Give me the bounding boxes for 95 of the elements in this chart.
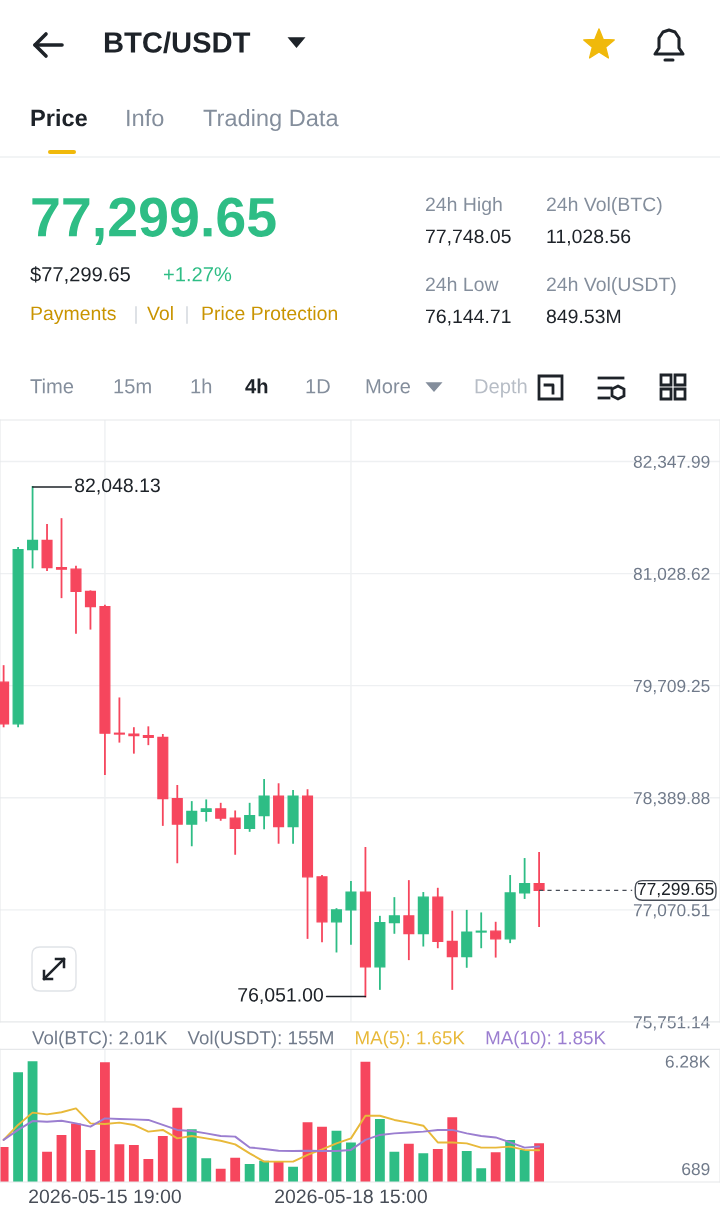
y-tick-label: 81,028.62 xyxy=(633,567,710,583)
candlestick xyxy=(84,590,96,630)
y-tick-label: 82,347.99 xyxy=(633,455,710,470)
candlestick xyxy=(345,880,357,945)
bar xyxy=(114,1144,125,1182)
bar xyxy=(346,1142,356,1182)
bar xyxy=(490,1152,501,1182)
bar xyxy=(230,1157,241,1182)
bar xyxy=(244,1163,255,1182)
bar xyxy=(259,1160,270,1182)
text: Depth xyxy=(475,378,527,398)
bar xyxy=(100,1062,110,1182)
y-tick-label: 79,709.25 xyxy=(633,679,710,695)
candlestick xyxy=(27,486,39,569)
text: Vol(USDT): 155M xyxy=(187,1030,333,1049)
x-tick-label: 2026-05-18 15:00 xyxy=(275,1189,427,1204)
candlestick xyxy=(490,921,502,958)
candlestick xyxy=(388,897,400,934)
bar xyxy=(418,1153,429,1182)
bar xyxy=(403,1143,414,1182)
y-tick-label: 75,751.14 xyxy=(633,1016,710,1031)
text: MA(10): 1.85K xyxy=(486,1030,606,1049)
bar xyxy=(128,1144,139,1182)
chart-title: BTC/USDT xyxy=(104,31,251,54)
candlestick xyxy=(446,910,458,990)
candlestick xyxy=(258,779,270,830)
text: 24h Vol(USDT) xyxy=(546,276,676,296)
candlestick xyxy=(475,912,487,949)
bar xyxy=(519,1149,530,1182)
annotation: 82,048.13 xyxy=(75,478,160,495)
bar xyxy=(13,1072,24,1182)
candlestick xyxy=(403,880,415,961)
text: 1h xyxy=(191,378,212,394)
text: 24h High xyxy=(425,196,502,216)
y-tick-label: 77,070.51 xyxy=(633,904,710,919)
text: Vol(BTC): 2.01K xyxy=(32,1030,168,1049)
y-tick-label: 78,389.88 xyxy=(633,791,710,807)
candlestick xyxy=(113,697,125,743)
candlestick xyxy=(128,727,140,754)
bar xyxy=(317,1126,327,1182)
text: 4h xyxy=(245,378,268,394)
bar xyxy=(432,1148,443,1182)
text: More xyxy=(366,379,410,394)
bar xyxy=(71,1123,81,1182)
text: 77,748.05 xyxy=(426,229,511,246)
bar xyxy=(389,1151,400,1182)
text: Info xyxy=(127,109,164,127)
text: MA(5): 1.65K xyxy=(356,1030,465,1049)
candlestick xyxy=(229,810,241,855)
bar xyxy=(447,1117,458,1182)
x-tick-label: 2026-05-15 19:00 xyxy=(29,1189,181,1204)
candlestick xyxy=(200,799,212,822)
bar xyxy=(172,1107,183,1182)
candlestick xyxy=(330,908,343,953)
bar xyxy=(186,1129,197,1182)
candlestick xyxy=(142,726,154,746)
text: 76,144.71 xyxy=(426,309,511,326)
text: 24h Low xyxy=(425,276,499,292)
bar xyxy=(288,1166,298,1182)
candlestick xyxy=(244,802,256,832)
y-tick-label: 689 xyxy=(682,1162,710,1176)
bar xyxy=(534,1143,545,1182)
text: 77,299.65 xyxy=(32,197,276,245)
annotation: 76,051.00 xyxy=(238,987,324,1005)
bar xyxy=(143,1158,154,1182)
bar xyxy=(215,1168,226,1182)
ref-line-label: 77,299.65 xyxy=(637,882,714,898)
text: Payments xyxy=(31,306,116,325)
candlestick xyxy=(70,565,82,634)
text: +1.27% xyxy=(163,267,232,282)
text: Time xyxy=(30,378,74,394)
bar xyxy=(273,1161,284,1182)
bar xyxy=(42,1151,52,1182)
text: 849.53M xyxy=(546,309,621,324)
bar xyxy=(461,1151,472,1182)
candlestick xyxy=(55,518,68,599)
text: Vol xyxy=(147,305,173,321)
bar xyxy=(374,1118,385,1182)
text: 11,028.56 xyxy=(547,229,631,246)
candlestick xyxy=(519,858,531,899)
bar xyxy=(476,1168,487,1182)
bar xyxy=(0,1147,9,1182)
text: Trading Data xyxy=(203,109,339,132)
candlestick xyxy=(186,801,198,847)
bar xyxy=(201,1158,212,1182)
text: $77,299.65 xyxy=(30,266,130,284)
text: 1D xyxy=(306,379,330,394)
text: Price Protection xyxy=(202,305,337,321)
y-tick-label: 6.28K xyxy=(665,1055,711,1068)
text: Price xyxy=(31,109,87,127)
candlestick xyxy=(533,852,545,927)
text: 15m xyxy=(114,379,151,394)
text: 24h Vol(BTC) xyxy=(546,196,662,216)
bar xyxy=(157,1136,168,1182)
line-series xyxy=(2,1117,541,1153)
